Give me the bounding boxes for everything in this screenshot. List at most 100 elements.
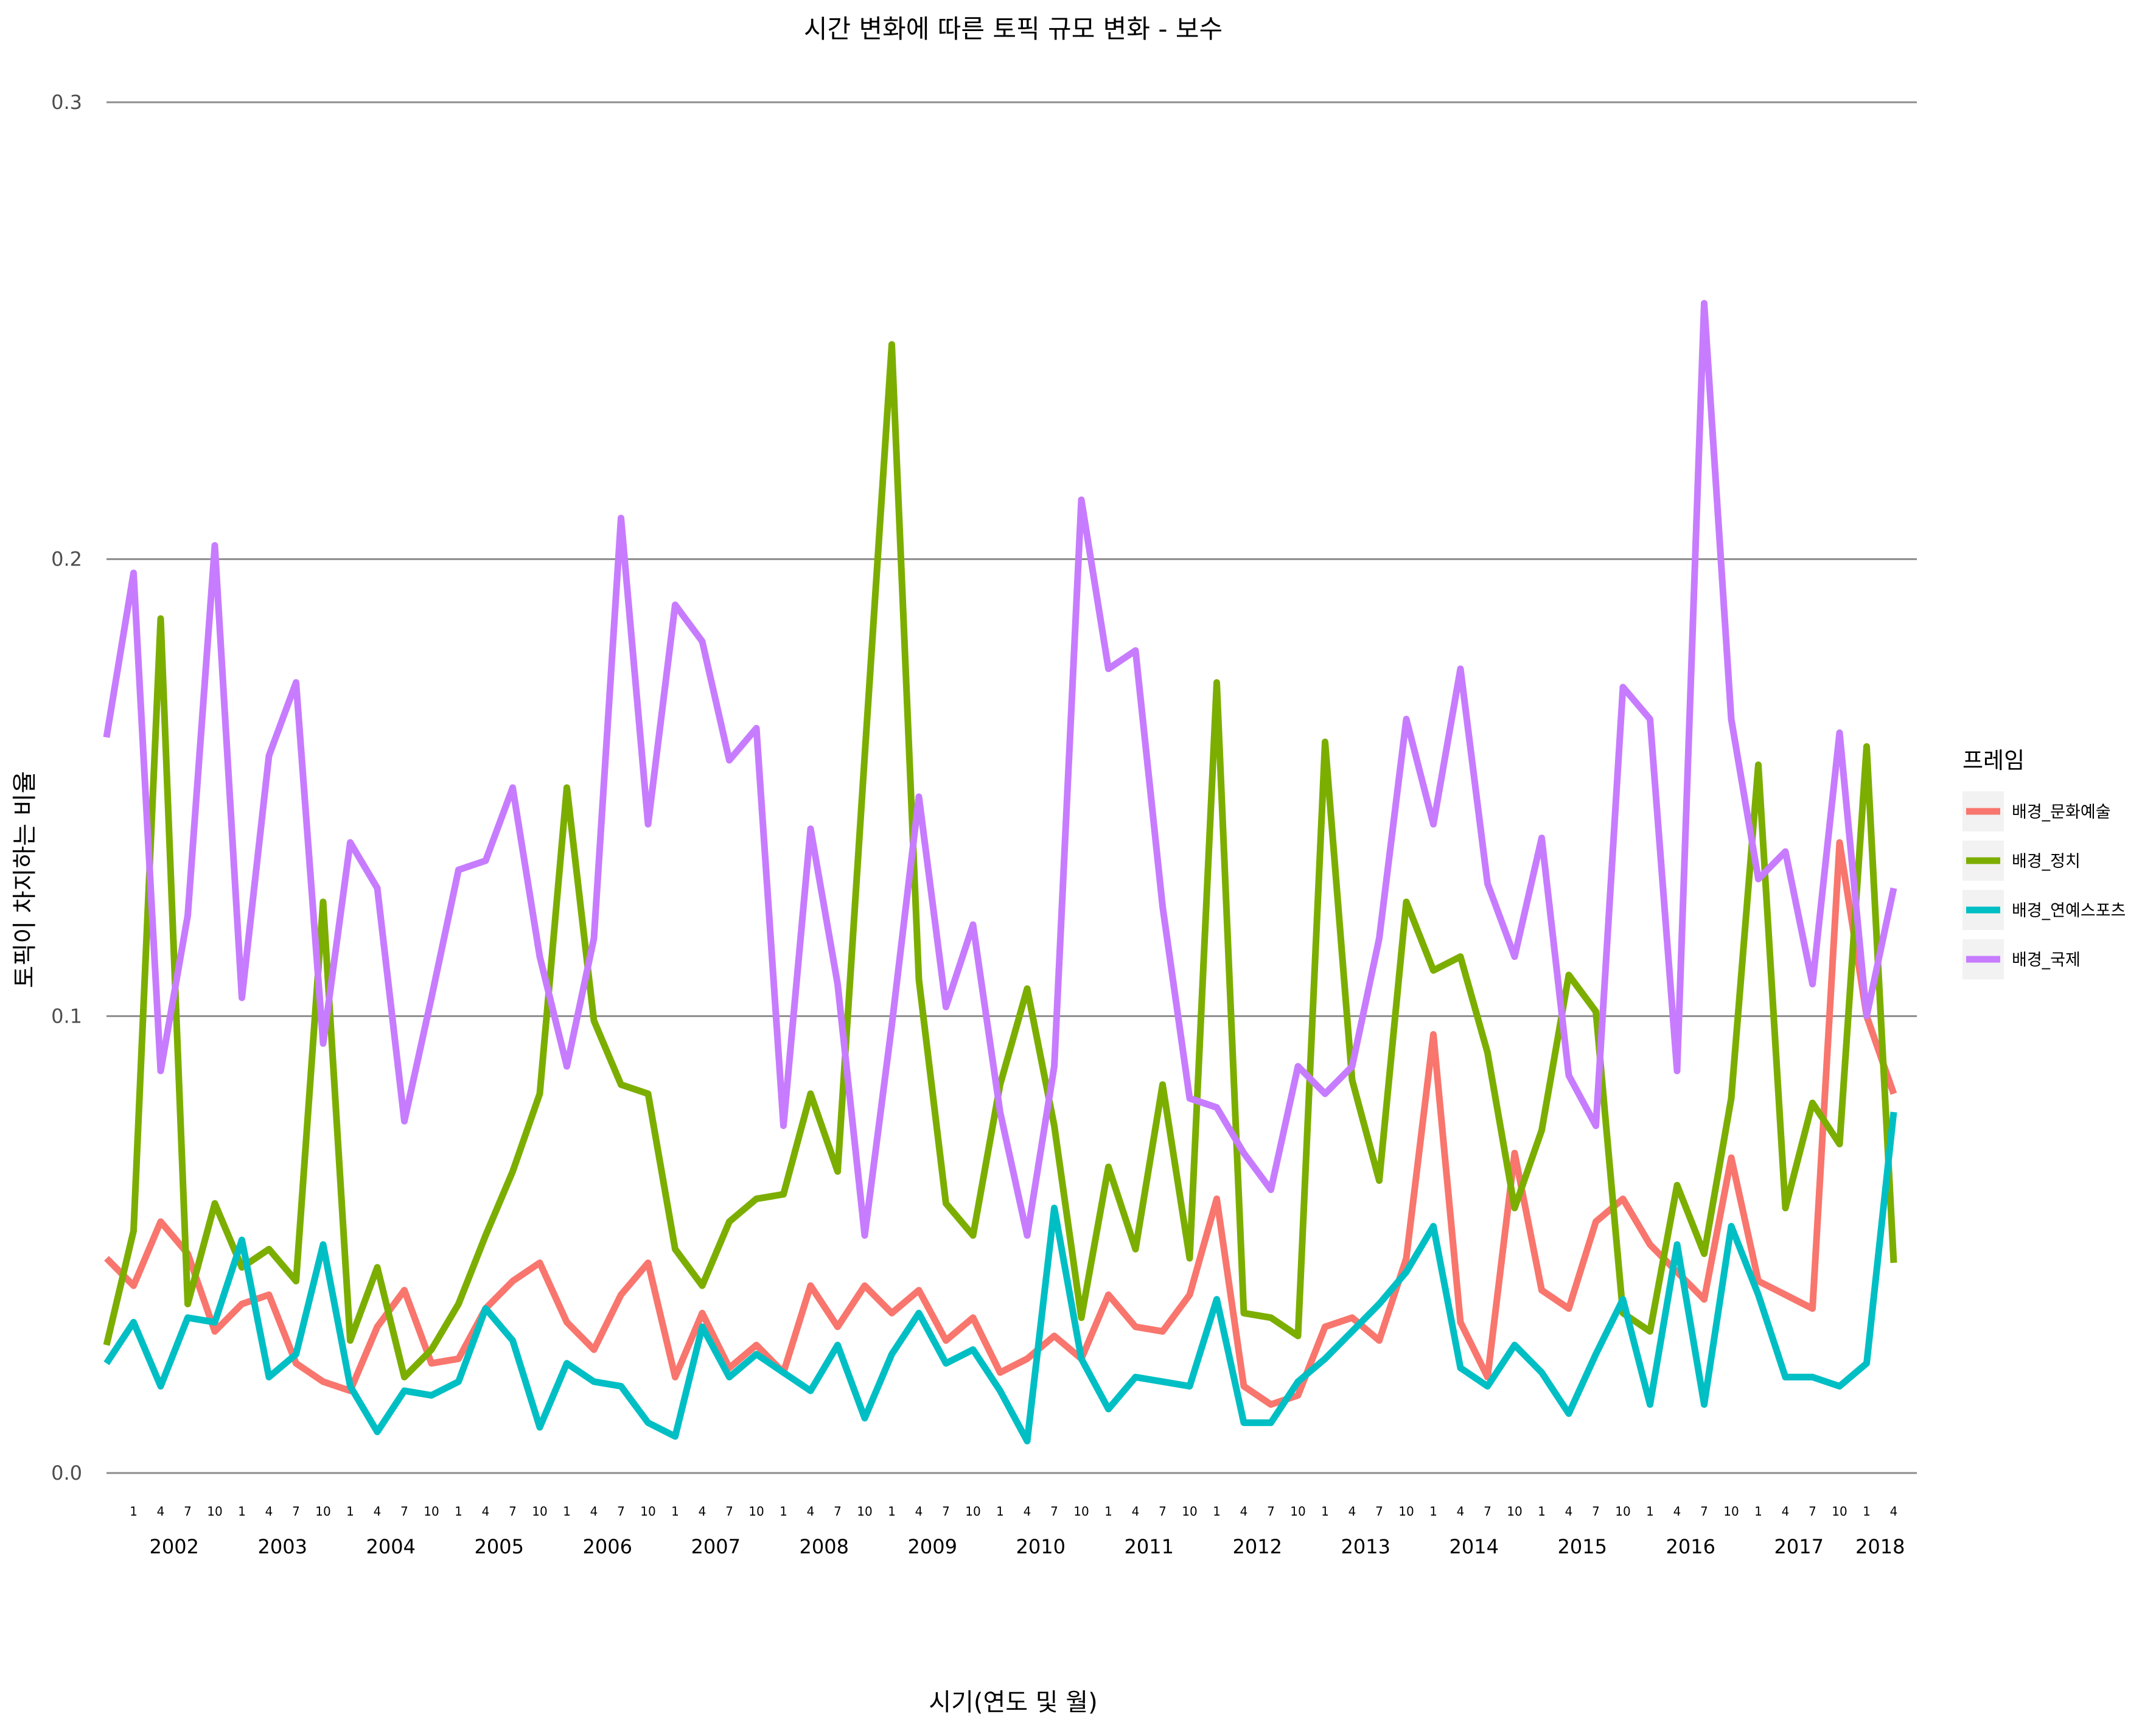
x-tick-year: 2004: [366, 1535, 416, 1558]
x-tick-month: 4: [1240, 1504, 1248, 1519]
x-tick-year: 2008: [800, 1535, 849, 1558]
legend-item-label: 배경_정치: [2012, 852, 2081, 871]
x-tick-year: 2014: [1450, 1535, 1499, 1558]
x-tick-year: 2012: [1233, 1535, 1282, 1558]
chart-title: 시간 변화에 따른 토픽 규모 변화 - 보수: [804, 14, 1223, 44]
x-tick-month: 7: [509, 1504, 517, 1519]
x-tick-month: 4: [482, 1504, 490, 1519]
x-tick-month: 4: [915, 1504, 923, 1519]
x-tick-month: 7: [725, 1504, 733, 1519]
x-tick-month: 7: [1592, 1504, 1600, 1519]
x-tick-month: 1: [238, 1504, 246, 1519]
x-tick-month: 4: [1673, 1504, 1681, 1519]
x-tick-month: 1: [1429, 1504, 1437, 1519]
x-tick-month: 10: [1615, 1504, 1630, 1519]
series-line-3: [103, 1111, 1897, 1444]
x-tick-year: 2016: [1666, 1535, 1715, 1558]
x-tick-year: 2017: [1774, 1535, 1824, 1558]
x-tick-year: 2011: [1125, 1535, 1174, 1558]
y-tick-label: 0.3: [51, 91, 82, 114]
y-axis-ticks: 0.0 0.1 0.2 0.3: [51, 91, 82, 1485]
x-tick-month: 10: [1507, 1504, 1522, 1519]
legend-title: 프레임: [1962, 747, 2025, 774]
x-tick-month: 4: [1132, 1504, 1140, 1519]
x-tick-month: 7: [834, 1504, 842, 1519]
x-tick-month: 7: [292, 1504, 300, 1519]
x-tick-month: 4: [1457, 1504, 1465, 1519]
x-tick-month: 10: [640, 1504, 655, 1519]
x-tick-year: 2018: [1855, 1535, 1905, 1558]
x-tick-month: 10: [1398, 1504, 1414, 1519]
x-tick-month: 4: [1348, 1504, 1356, 1519]
legend-item-label: 배경_문화예술: [2012, 803, 2111, 822]
x-axis-year-ticks: 2002 2003 2004 2005 2006 2007 2008 2009 2010 2011…: [150, 1535, 1905, 1558]
x-tick-month: 10: [1832, 1504, 1847, 1519]
x-tick-month: 10: [1290, 1504, 1305, 1519]
x-tick-month: 7: [184, 1504, 192, 1519]
x-tick-month: 1: [1104, 1504, 1112, 1519]
x-tick-month: 4: [590, 1504, 598, 1519]
x-tick-month: 4: [265, 1504, 273, 1519]
x-tick-month: 4: [1890, 1504, 1898, 1519]
x-tick-month: 7: [1159, 1504, 1167, 1519]
x-tick-month: 10: [1073, 1504, 1089, 1519]
y-axis-title: 토픽이 차지하는 비율: [11, 771, 39, 988]
x-tick-month: 1: [1863, 1504, 1871, 1519]
x-tick-month: 10: [207, 1504, 222, 1519]
x-tick-month: 7: [1809, 1504, 1816, 1519]
x-tick-month: 10: [857, 1504, 872, 1519]
x-tick-month: 10: [532, 1504, 547, 1519]
legend-item-label: 배경_국제: [2012, 951, 2081, 970]
series-line-1: [104, 839, 1897, 1408]
x-tick-year: 2013: [1341, 1535, 1390, 1558]
x-tick-month: 1: [455, 1504, 462, 1519]
x-tick-month: 7: [1484, 1504, 1491, 1519]
x-tick-month: 7: [617, 1504, 625, 1519]
series-line-4: [103, 299, 1897, 1239]
x-axis-month-ticks: 1 4 7 10 1 4 7 10 1 4 7 10 1 4 7 10 1 4 7 10 1 4 7 10 1 4 7 10 1 4 7 10…: [130, 1504, 1897, 1519]
x-tick-year: 2006: [583, 1535, 632, 1558]
x-tick-month: 1: [1538, 1504, 1546, 1519]
x-tick-month: 4: [157, 1504, 165, 1519]
x-tick-month: 1: [130, 1504, 138, 1519]
y-tick-label: 0.2: [51, 548, 82, 571]
x-tick-month: 10: [748, 1504, 764, 1519]
y-tick-label: 0.1: [51, 1004, 82, 1027]
x-tick-year: 2003: [258, 1535, 307, 1558]
x-tick-month: 4: [807, 1504, 815, 1519]
x-tick-month: 7: [1050, 1504, 1058, 1519]
x-tick-month: 7: [942, 1504, 950, 1519]
x-tick-month: 1: [1321, 1504, 1329, 1519]
y-tick-label: 0.0: [51, 1461, 82, 1485]
x-tick-month: 7: [1267, 1504, 1275, 1519]
x-tick-month: 1: [671, 1504, 679, 1519]
x-tick-year: 2015: [1558, 1535, 1607, 1558]
series-line-2: [103, 341, 1897, 1380]
x-tick-month: 1: [563, 1504, 571, 1519]
x-tick-month: 1: [1646, 1504, 1654, 1519]
x-tick-month: 4: [1024, 1504, 1031, 1519]
x-tick-month: 10: [965, 1504, 980, 1519]
series-lines: [103, 299, 1897, 1444]
x-tick-month: 7: [1700, 1504, 1708, 1519]
x-tick-month: 4: [699, 1504, 706, 1519]
x-tick-month: 1: [888, 1504, 896, 1519]
x-tick-month: 1: [1213, 1504, 1221, 1519]
x-tick-month: 4: [1565, 1504, 1573, 1519]
x-tick-month: 1: [346, 1504, 354, 1519]
x-tick-month: 4: [1782, 1504, 1790, 1519]
x-tick-month: 7: [400, 1504, 408, 1519]
x-tick-month: 4: [374, 1504, 382, 1519]
x-tick-month: 10: [424, 1504, 439, 1519]
x-tick-year: 2005: [475, 1535, 524, 1558]
gridlines: [106, 101, 1917, 1474]
x-tick-month: 10: [315, 1504, 330, 1519]
x-tick-year: 2002: [150, 1535, 199, 1558]
x-tick-month: 7: [1375, 1504, 1383, 1519]
x-tick-year: 2009: [908, 1535, 957, 1558]
x-tick-month: 1: [780, 1504, 787, 1519]
x-tick-month: 10: [1182, 1504, 1197, 1519]
x-tick-year: 2007: [691, 1535, 741, 1558]
